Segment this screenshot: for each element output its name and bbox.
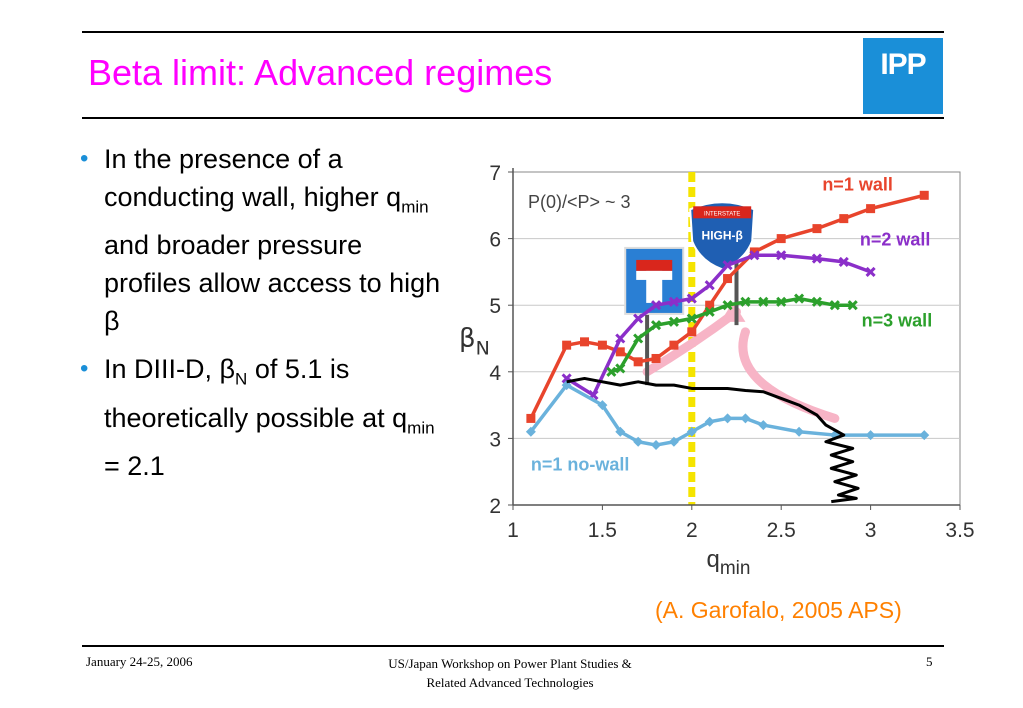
bullet-item: • In the presence of a conducting wall, … [80,140,450,340]
y-tick-label: 4 [489,362,501,385]
y-tick-label: 6 [489,229,501,252]
x-tick-label: 2 [686,519,698,542]
bullet-dot-icon: • [80,140,88,178]
y-tick-label: 7 [489,162,501,185]
ipp-logo: IPP [863,38,943,114]
bullet-text: In DIII-D, β [104,354,235,384]
footer-event-line: Related Advanced Technologies [340,673,680,692]
x-axis-label: qmin [707,546,751,575]
bullet-dot-icon: • [80,350,88,388]
logo-text: IPP [863,48,943,82]
bullet-text: = 2.1 [104,451,165,481]
profile-annotation: P(0)/<P> ~ 3 [528,192,631,212]
data-point [920,191,929,200]
y-tick-label: 5 [489,295,501,318]
y-tick-label: 2 [489,495,501,518]
series-label: n=1 no-wall [531,454,630,474]
data-point [652,354,661,363]
footer-event-line: US/Japan Workshop on Power Plant Studies… [340,654,680,673]
x-tick-label: 1.5 [588,519,617,542]
data-point [723,274,732,283]
y-tick-label: 3 [489,428,501,451]
dead-end-bar [636,260,672,271]
footer-date: January 24-25, 2006 [86,654,193,670]
series-label: n=3 wall [862,311,933,331]
bullet-list: • In the presence of a conducting wall, … [80,140,450,495]
bullet-subscript: min [407,418,434,437]
footer-event: US/Japan Workshop on Power Plant Studies… [340,654,680,692]
sign-label: HIGH-β [702,228,743,242]
data-point [812,224,821,233]
dead-end-top [636,271,672,280]
data-point [526,414,535,423]
data-point [598,341,607,350]
data-point [634,357,643,366]
source-credit: (A. Garofalo, 2005 APS) [655,597,902,624]
bullet-subscript: N [235,370,247,389]
series-label: n=1 wall [822,175,893,195]
sign-label: INTERSTATE [704,211,740,217]
bullet-item: • In DIII-D, βN of 5.1 is theoretically … [80,350,450,485]
bullet-text: In the presence of a conducting wall, hi… [104,144,401,212]
data-point [580,337,589,346]
data-point [839,214,848,223]
data-point [866,204,875,213]
data-point [687,327,696,336]
series-label: n=2 wall [860,229,931,249]
bullet-text: and broader pressure profiles allow acce… [104,230,440,336]
data-point [562,341,571,350]
page-number: 5 [926,654,933,670]
x-tick-label: 3.5 [945,519,974,542]
x-tick-label: 1 [507,519,519,542]
bullet-subscript: min [401,197,428,216]
x-tick-label: 3 [865,519,877,542]
x-tick-label: 2.5 [767,519,796,542]
beta-limit-chart: INTERSTATE HIGH-β 2 3 4 5 6 7 1 1.5 2 2.5 3 3.5 qmin… [455,150,980,575]
data-point [777,234,786,243]
footer-rule [82,645,944,647]
data-point [669,341,678,350]
top-rule [82,31,944,33]
y-axis-label: βN [459,324,490,360]
slide-title: Beta limit: Advanced regimes [88,52,552,94]
title-rule [82,117,944,119]
